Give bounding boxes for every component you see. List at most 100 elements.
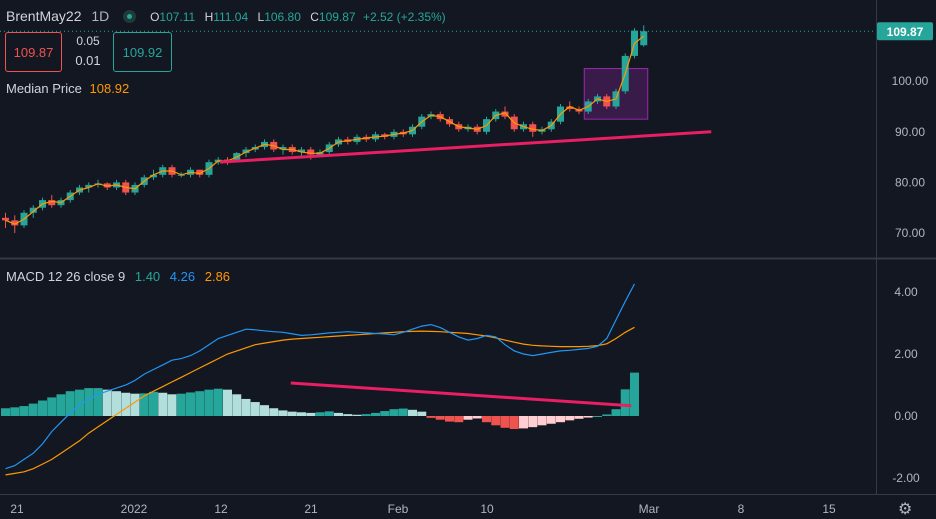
macd-hist-bar bbox=[260, 405, 269, 416]
macd-hist-bar bbox=[463, 416, 473, 420]
macd-hist-bar bbox=[195, 391, 205, 416]
macd-hist-bar bbox=[241, 398, 251, 416]
time-tick-label: Feb bbox=[388, 502, 409, 516]
median-value: 108.92 bbox=[89, 81, 130, 96]
macd-hist-bar bbox=[343, 414, 353, 416]
macd-hist-bar bbox=[334, 412, 343, 416]
candle-body bbox=[85, 184, 93, 188]
signal-line-value: 2.86 bbox=[204, 269, 231, 284]
macd-hist-bar bbox=[121, 392, 131, 416]
macd-pane[interactable] bbox=[1, 283, 639, 476]
price-pane[interactable]: 109.87 bbox=[0, 22, 933, 233]
macd-hist-bar bbox=[130, 393, 140, 416]
macd-hist-bar bbox=[213, 388, 223, 416]
macd-hist-bar bbox=[426, 416, 436, 418]
macd-hist-bar bbox=[167, 394, 177, 416]
symbol-name[interactable]: BrentMay22 bbox=[6, 8, 82, 24]
price-trendline bbox=[219, 130, 712, 164]
macd-label: MACD 12 26 close 9 bbox=[6, 269, 126, 284]
macd-hist-bar bbox=[417, 411, 427, 416]
candle-body bbox=[48, 200, 56, 206]
macd-tick-label: -2.00 bbox=[892, 471, 920, 485]
spread-bottom: 0.01 bbox=[75, 53, 101, 68]
candle-body bbox=[103, 183, 111, 188]
macd-hist-bar bbox=[28, 403, 38, 416]
macd-hist-bar bbox=[149, 391, 158, 416]
macd-hist-bar bbox=[232, 394, 242, 416]
candle-body bbox=[566, 106, 574, 110]
median-price-line bbox=[5, 35, 645, 225]
candle-body bbox=[150, 174, 157, 178]
macd-hist-bar bbox=[620, 389, 630, 416]
macd-hist-bar bbox=[537, 416, 547, 426]
macd-hist-bar bbox=[176, 393, 186, 416]
macd-hist-bar bbox=[371, 412, 380, 416]
macd-hist-bar bbox=[112, 391, 121, 416]
macd-hist-bar bbox=[482, 416, 491, 423]
macd-hist-bar bbox=[1, 408, 10, 416]
macd-hist-bar bbox=[10, 407, 20, 416]
candle-body bbox=[307, 149, 315, 155]
macd-hist-bar bbox=[454, 416, 464, 423]
macd-hist-bar bbox=[102, 389, 112, 416]
macd-hist-bar bbox=[287, 411, 297, 416]
ohlc-values: O107.11 H111.04 L106.80 C109.87 +2.52 (+… bbox=[150, 10, 446, 24]
spread-top: 0.05 bbox=[76, 34, 100, 48]
time-tick-label: 10 bbox=[480, 502, 494, 516]
candle-body bbox=[11, 220, 19, 226]
macd-hist-bar bbox=[556, 416, 565, 423]
macd-hist-bar bbox=[75, 389, 84, 416]
macd-hist-bar bbox=[546, 416, 556, 424]
median-label: Median Price bbox=[6, 81, 82, 96]
macd-hist-bar bbox=[611, 409, 621, 416]
macd-hist-bar bbox=[56, 394, 66, 416]
macd-hist-bar bbox=[223, 389, 232, 416]
macd-hist-bar bbox=[472, 416, 482, 419]
sell-button[interactable]: 109.87 bbox=[5, 32, 62, 72]
price-tick-label: 100.00 bbox=[892, 74, 929, 88]
macd-hist-bar bbox=[65, 391, 75, 416]
macd-tick-label: 0.00 bbox=[894, 409, 918, 423]
macd-legend[interactable]: MACD 12 26 close 9 1.40 4.26 2.86 bbox=[6, 269, 230, 284]
time-tick-label: 21 bbox=[10, 502, 24, 516]
median-price-legend[interactable]: Median Price 108.92 bbox=[6, 81, 129, 96]
macd-hist-bar bbox=[509, 416, 519, 430]
time-tick-label: 12 bbox=[214, 502, 228, 516]
macd-hist-bar bbox=[324, 411, 334, 416]
price-tick-label: 90.00 bbox=[895, 125, 925, 139]
candle-body bbox=[640, 31, 648, 46]
spread-display: 0.05 0.01 bbox=[68, 31, 108, 71]
macd-hist-bar bbox=[269, 408, 279, 416]
macd-hist-bar bbox=[93, 388, 103, 416]
macd-hist-bar bbox=[250, 402, 260, 416]
signal-line bbox=[5, 326, 635, 476]
macd-line-value: 4.26 bbox=[169, 269, 196, 284]
macd-hist-bar bbox=[380, 411, 390, 416]
macd-hist-bar bbox=[204, 389, 214, 416]
green-dot-icon bbox=[123, 10, 137, 23]
macd-line bbox=[5, 283, 636, 470]
macd-hist-bar bbox=[519, 416, 528, 429]
macd-hist-bar bbox=[361, 414, 371, 416]
candle-body bbox=[501, 111, 509, 117]
macd-hist-bar bbox=[602, 414, 612, 416]
macd-hist-bar bbox=[306, 412, 316, 416]
buy-button[interactable]: 109.92 bbox=[113, 32, 172, 72]
time-tick-label: 15 bbox=[822, 502, 836, 516]
macd-hist-bar bbox=[408, 409, 417, 416]
macd-hist-bar bbox=[389, 409, 399, 416]
candle-body bbox=[298, 149, 305, 153]
gear-icon[interactable]: ⚙ bbox=[898, 501, 913, 518]
macd-hist-bar bbox=[186, 392, 195, 416]
macd-hist-bar bbox=[19, 406, 29, 416]
macd-hist-bar bbox=[398, 408, 408, 416]
macd-hist-bar bbox=[593, 416, 602, 417]
macd-hist-bar bbox=[158, 392, 168, 416]
macd-hist-bar bbox=[500, 416, 510, 428]
macd-hist-bar bbox=[565, 416, 575, 421]
macd-hist-bar bbox=[435, 416, 445, 420]
price-tick-label: 80.00 bbox=[895, 175, 925, 189]
interval-label[interactable]: 1D bbox=[91, 8, 110, 24]
price-tick-label: 70.00 bbox=[895, 226, 925, 240]
